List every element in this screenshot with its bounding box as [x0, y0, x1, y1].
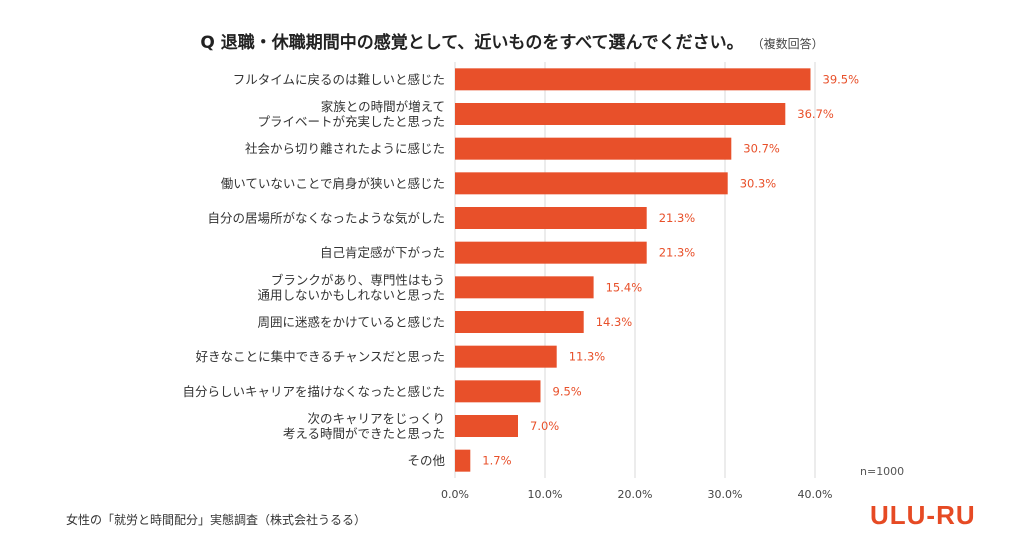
- bar: [455, 380, 541, 403]
- value-label: 21.3%: [659, 211, 696, 225]
- bar: [455, 311, 584, 333]
- value-label: 15.4%: [606, 280, 643, 294]
- bar: [455, 345, 557, 368]
- category-label: 自分らしいキャリアを描けなくなったと感じた: [182, 384, 445, 399]
- x-tick-label: 20.0%: [618, 488, 653, 501]
- value-label: 7.0%: [530, 419, 559, 433]
- value-label: 1.7%: [482, 454, 511, 468]
- x-tick-label: 0.0%: [441, 488, 469, 501]
- x-tick-label: 40.0%: [798, 488, 833, 501]
- bar: [455, 276, 594, 299]
- value-label: 9.5%: [553, 384, 582, 398]
- sample-size-note: n=1000: [860, 465, 905, 478]
- x-tick-label: 30.0%: [708, 488, 743, 501]
- category-label: 社会から切り離されたように感じた: [245, 141, 445, 156]
- title-text: Q 退職・休職期間中の感覚として、近いものをすべて選んでください。: [200, 33, 744, 53]
- value-label: 21.3%: [659, 246, 696, 260]
- category-label: 働いていないことで肩身が狭いと感じた: [221, 176, 445, 191]
- value-label: 14.3%: [596, 315, 633, 329]
- bar: [455, 137, 732, 160]
- bar: [455, 68, 811, 91]
- category-label: 好きなことに集中できるチャンスだと思った: [196, 349, 445, 364]
- category-label: 家族との時間が増えてプライベートが充実したと思った: [257, 99, 445, 129]
- value-label: 11.3%: [569, 350, 606, 364]
- bar: [455, 415, 518, 437]
- category-label: 自分の居場所がなくなったような気がした: [207, 211, 445, 226]
- category-label: 自己肯定感が下がった: [320, 245, 445, 260]
- value-label: 30.3%: [740, 176, 777, 190]
- value-label: 39.5%: [823, 72, 860, 86]
- bar: [455, 103, 786, 125]
- category-label: ブランクがあり、専門性はもう通用しないかもしれないと思った: [257, 272, 445, 302]
- x-tick-label: 10.0%: [528, 488, 563, 501]
- category-label: その他: [407, 453, 445, 468]
- category-label: 周囲に迷惑をかけていると感じた: [257, 315, 445, 330]
- value-label: 36.7%: [797, 107, 834, 121]
- bar: [455, 172, 728, 195]
- title-note: （複数回答）: [757, 37, 824, 51]
- bar: [455, 449, 471, 472]
- chart-title: Q 退職・休職期間中の感覚として、近いものをすべて選んでください。 （複数回答）: [0, 28, 1024, 53]
- bar: [455, 207, 647, 229]
- source-note: 女性の「就労と時間配分」実態調査（株式会社うるる）: [66, 513, 367, 527]
- bar: [455, 241, 647, 264]
- category-label: 次のキャリアをじっくり考える時間ができたと思った: [283, 411, 445, 441]
- category-label: フルタイムに戻るのは難しいと感じた: [233, 72, 445, 87]
- value-label: 30.7%: [743, 142, 780, 156]
- brand-logo: ULU-RU: [870, 500, 976, 530]
